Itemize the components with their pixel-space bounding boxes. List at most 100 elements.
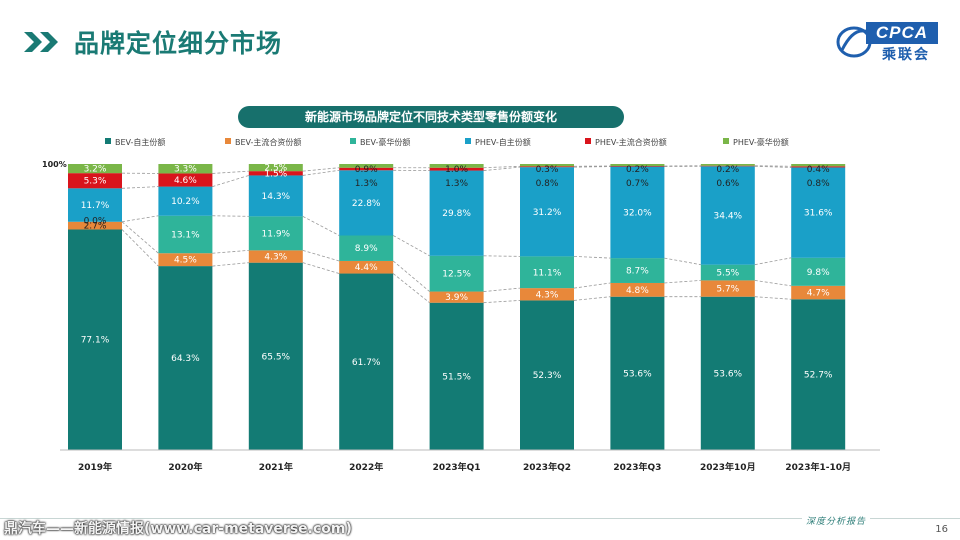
bar-segment — [339, 260, 394, 274]
connector-line — [121, 229, 159, 267]
legend-item: PHEV-自主份额 — [465, 137, 531, 147]
connector-line — [483, 255, 521, 257]
connector-line — [754, 296, 792, 300]
connector-line — [302, 249, 340, 262]
connector-line — [121, 215, 159, 223]
bar-segment — [700, 280, 755, 297]
bar-segment — [610, 166, 665, 259]
bar-segment — [429, 291, 484, 303]
connector-line — [212, 249, 249, 254]
data-label: 8.9% — [355, 244, 378, 254]
bar-segment — [68, 164, 122, 174]
data-label: 1.3% — [355, 179, 378, 189]
connector-line — [121, 221, 159, 254]
data-label: 53.6% — [714, 369, 743, 379]
chart-title: 新能源市场品牌定位不同技术类型零售份额变化 — [238, 106, 624, 128]
data-label: 0.8% — [807, 179, 830, 189]
y-top-label: 100% — [42, 160, 67, 169]
legend-item: BEV-自主份额 — [105, 137, 165, 147]
data-label: 31.2% — [533, 208, 562, 218]
data-label: 4.8% — [626, 286, 649, 296]
bar-segment — [791, 166, 846, 168]
bar-segment — [339, 164, 394, 168]
data-label: 2.5% — [264, 164, 287, 174]
data-label: 10.2% — [171, 197, 200, 207]
watermark-text: 鼎汽车——新能源情报(www.car-metaverse.com) — [4, 521, 352, 537]
data-label: 77.1% — [81, 336, 110, 346]
data-label: 4.4% — [355, 263, 378, 273]
data-label: 0.6% — [716, 179, 739, 189]
legend-label: PHEV-豪华份额 — [733, 137, 789, 147]
legend-swatch — [723, 138, 729, 144]
connector-line — [754, 257, 792, 266]
data-label: 0.0% — [84, 216, 107, 226]
category-label: 2023年Q3 — [613, 461, 661, 473]
connector-line — [212, 262, 249, 267]
bar-segment — [248, 250, 303, 263]
bar-segment — [520, 300, 574, 450]
bar-segment — [520, 256, 574, 289]
logo-en: CPCA — [866, 22, 938, 44]
data-label: 4.7% — [807, 289, 830, 299]
connector-line — [393, 235, 430, 257]
bar-segment — [700, 296, 755, 450]
connector-line — [212, 170, 249, 174]
data-label: 4.5% — [174, 256, 197, 266]
bar-segment — [339, 167, 394, 171]
connector-line — [754, 280, 792, 287]
data-label: 5.3% — [84, 177, 107, 187]
data-label: 65.5% — [262, 352, 291, 362]
bar-segment — [429, 164, 484, 168]
category-label: 2023年Q1 — [433, 461, 481, 473]
data-label: 12.5% — [442, 270, 471, 280]
bar-segment — [68, 221, 122, 230]
data-label: 2.7% — [84, 222, 107, 232]
data-label: 3.2% — [84, 165, 107, 175]
bar-segment — [610, 282, 665, 297]
bar-segment — [339, 170, 394, 236]
page-title: 品牌定位细分市场 — [74, 29, 283, 58]
chevrons-icon — [24, 32, 58, 52]
legend-swatch — [225, 138, 231, 144]
connector-line — [483, 300, 521, 304]
bar-segment — [158, 253, 213, 267]
data-label: 1.3% — [445, 179, 468, 189]
bar-segment — [791, 164, 846, 167]
category-label: 2023年10月 — [700, 461, 756, 473]
connector-line — [392, 273, 430, 304]
bar-segment — [158, 186, 213, 216]
bar-segment — [520, 288, 574, 301]
legend-label: BEV-自主份额 — [115, 137, 165, 147]
bar-segment — [158, 266, 213, 450]
category-label: 2020年 — [168, 461, 202, 473]
connector-line — [754, 165, 792, 168]
legend: BEV-自主份额 BEV-主流合资份额 BEV-豪华份额 PHEV-自主份额 PHEV-… — [105, 137, 789, 147]
bar-segment — [791, 299, 846, 450]
data-label: 13.1% — [171, 230, 200, 240]
data-label: 53.6% — [623, 369, 652, 379]
bar-segment — [700, 166, 755, 265]
legend-item: PHEV-豪华份额 — [723, 137, 789, 147]
connector-line — [483, 166, 521, 171]
data-label: 4.3% — [536, 290, 559, 300]
bar-segment — [520, 166, 574, 168]
bar-segment — [700, 264, 755, 281]
connector-line — [302, 262, 340, 274]
data-label: 31.6% — [804, 209, 833, 219]
connector-line — [573, 296, 611, 301]
data-label: 11.9% — [262, 229, 291, 239]
legend-swatch — [350, 138, 356, 144]
logo-cn: 乘联会 — [882, 47, 930, 63]
data-label: 64.3% — [171, 354, 200, 364]
bar-segment — [248, 164, 303, 172]
bar-segment — [429, 302, 484, 450]
category-label: 2019年 — [78, 461, 112, 473]
data-label: 3.3% — [174, 165, 197, 175]
connector-line — [302, 167, 340, 172]
data-label: 1.5% — [264, 169, 287, 179]
data-label: 1.0% — [445, 165, 468, 175]
bar-segment — [429, 167, 484, 171]
bar-segment — [158, 173, 213, 187]
data-label: 0.7% — [626, 179, 649, 189]
